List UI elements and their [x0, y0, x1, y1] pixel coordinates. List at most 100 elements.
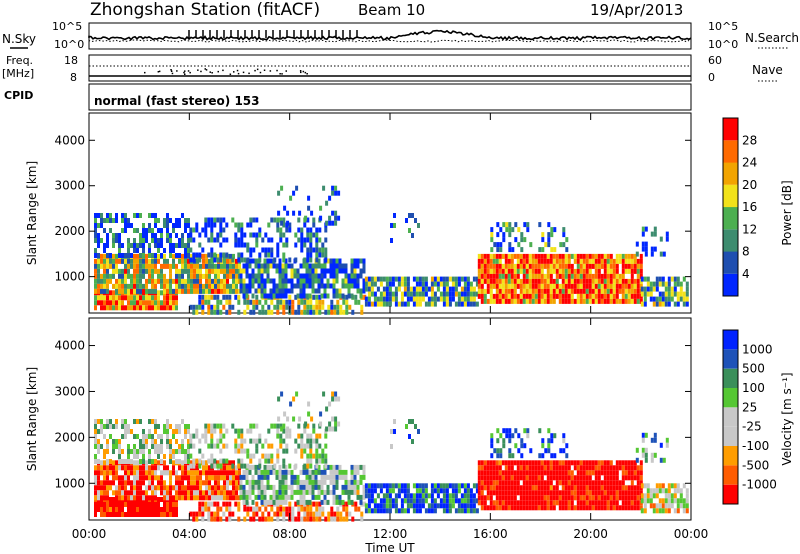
heatmap-cell	[121, 449, 124, 454]
heatmap-cell	[594, 490, 598, 496]
heatmap-cell	[400, 488, 404, 494]
heatmap-cell	[266, 273, 270, 279]
heatmap-cell	[513, 298, 517, 304]
heatmap-cell	[160, 238, 163, 243]
heatmap-cell	[216, 511, 220, 517]
heatmap-cell	[513, 470, 517, 476]
heatmap-cell	[94, 470, 97, 476]
heatmap-cell	[597, 298, 601, 304]
heatmap-cell	[211, 263, 214, 269]
heatmap-cell	[573, 465, 577, 471]
heatmap-cell	[229, 283, 232, 289]
heatmap-cell	[103, 305, 106, 311]
heatmap-cell	[229, 460, 232, 466]
heatmap-cell	[142, 283, 145, 289]
heatmap-cell	[549, 500, 553, 506]
heatmap-cell	[633, 495, 637, 501]
heatmap-cell	[483, 263, 487, 269]
heatmap-cell	[278, 283, 282, 289]
heatmap-cell	[136, 454, 139, 459]
heatmap-cell	[573, 475, 577, 481]
heatmap-cell	[591, 500, 595, 506]
heatmap-cell	[658, 508, 662, 514]
heatmap-cell	[507, 500, 511, 506]
nave-dot	[217, 70, 219, 73]
heatmap-cell	[139, 300, 142, 306]
heatmap-cell	[495, 470, 499, 476]
heatmap-cell	[266, 484, 270, 490]
heatmap-cell	[606, 298, 610, 304]
heatmap-cell	[235, 258, 238, 264]
heatmap-cell	[148, 449, 151, 454]
heatmap-cell	[525, 475, 529, 481]
heatmap-cell	[151, 273, 154, 279]
heatmap-cell	[600, 485, 604, 491]
heatmap-cell	[430, 493, 434, 499]
heatmap-cell	[335, 479, 339, 485]
heatmap-cell	[510, 253, 514, 259]
heatmap-cell	[603, 268, 607, 274]
heatmap-cell	[600, 480, 604, 486]
heatmap-cell	[667, 286, 671, 292]
heatmap-cell	[317, 464, 321, 470]
heatmap-cell	[486, 470, 490, 476]
heatmap-cell	[332, 288, 336, 294]
nave-dot	[306, 73, 308, 75]
heatmap-cell	[260, 283, 264, 289]
heatmap-cell	[169, 300, 172, 306]
heatmap-cell	[237, 506, 241, 512]
heatmap-cell	[636, 278, 640, 284]
heatmap-cell	[223, 263, 226, 269]
heatmap-cell	[633, 283, 637, 289]
heatmap-cell	[504, 485, 508, 491]
heatmap-cell	[166, 424, 169, 429]
heatmap-cell	[357, 506, 361, 512]
heatmap-cell	[300, 227, 304, 233]
heatmap-cell	[472, 503, 476, 509]
heatmap-cell	[564, 278, 568, 284]
heatmap-cell	[630, 253, 634, 259]
heatmap-cell	[492, 485, 496, 491]
heatmap-cell	[517, 242, 521, 248]
heatmap-cell	[306, 453, 310, 459]
heatmap-cell	[436, 286, 440, 292]
heatmap-cell	[245, 273, 249, 279]
heatmap-cell	[276, 433, 280, 439]
heatmap-cell	[356, 263, 360, 269]
heatmap-cell	[630, 470, 634, 476]
heatmap-cell	[270, 458, 274, 464]
heatmap-cell	[320, 263, 324, 269]
heatmap-cell	[565, 453, 569, 459]
heatmap-cell	[214, 268, 217, 274]
heatmap-cell	[612, 288, 616, 294]
heatmap-cell	[151, 419, 154, 424]
heatmap-cell	[315, 304, 319, 310]
heatmap-cell	[615, 500, 619, 506]
heatmap-cell	[520, 443, 524, 449]
heatmap-cell	[112, 273, 115, 279]
heatmap-cell	[430, 483, 434, 489]
heatmap-cell	[192, 309, 196, 315]
heatmap-cell	[229, 465, 232, 471]
heatmap-cell	[639, 268, 643, 274]
heatmap-cell	[421, 503, 425, 509]
heatmap-cell	[424, 508, 428, 514]
heatmap-cell	[516, 263, 520, 269]
heatmap-cell	[163, 218, 166, 223]
heatmap-cell	[281, 489, 285, 495]
heatmap-cell	[344, 489, 348, 495]
heatmap-cell	[303, 511, 307, 517]
heatmap-cell	[516, 465, 520, 471]
heatmap-cell	[94, 512, 97, 517]
heatmap-cell	[190, 268, 193, 274]
heatmap-cell	[199, 470, 202, 476]
heatmap-cell	[520, 247, 524, 253]
heatmap-cell	[148, 288, 151, 294]
heatmap-cell	[332, 494, 336, 500]
heatmap-cell	[106, 507, 109, 512]
heatmap-cell	[222, 443, 226, 449]
heatmap-cell	[163, 305, 166, 311]
heatmap-cell	[252, 438, 256, 444]
heatmap-cell	[154, 419, 157, 424]
heatmap-cell	[213, 222, 217, 228]
